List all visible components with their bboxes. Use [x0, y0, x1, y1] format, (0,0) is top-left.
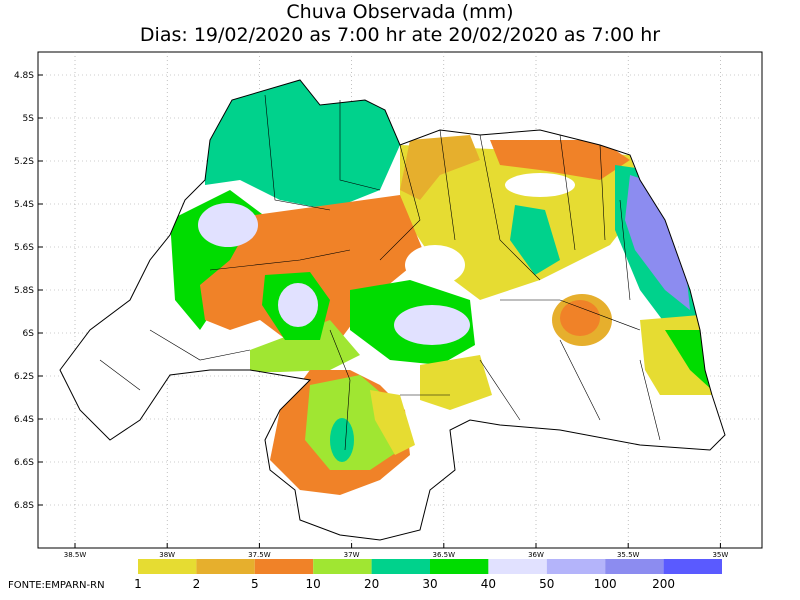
legend-label: 40 [481, 577, 496, 591]
lat-label: 4.8S [14, 71, 34, 81]
legend-swatch [663, 559, 722, 574]
lat-label: 5.4S [14, 200, 34, 210]
lat-label: 6.2S [14, 372, 34, 382]
legend-label: 10 [306, 577, 321, 591]
legend-label: 50 [539, 577, 554, 591]
legend-label: 20 [364, 577, 379, 591]
legend-swatch [196, 559, 255, 574]
legend-label: 5 [251, 577, 259, 591]
legend-swatch [605, 559, 664, 574]
lat-label: 6.8S [14, 501, 34, 511]
lon-label: 35.5W [617, 551, 640, 559]
rain-area [510, 205, 560, 275]
lat-label: 5.6S [14, 243, 34, 253]
rain-area [370, 390, 415, 455]
lat-label: 6.6S [14, 458, 34, 468]
legend-label: 100 [594, 577, 617, 591]
lon-label: 35W [712, 551, 728, 559]
title: Chuva Observada (mm) [286, 1, 513, 23]
lon-label: 38W [159, 551, 175, 559]
legend-label: 1 [134, 577, 142, 591]
rain-area [560, 300, 600, 336]
legend-swatch [371, 559, 430, 574]
rain-area [625, 175, 690, 310]
legend: 1 2 5 10 20 30 40 50 100 200 [134, 559, 722, 591]
rain-area [330, 418, 354, 462]
legend-label: 200 [652, 577, 675, 591]
lat-label: 5S [23, 114, 35, 124]
legend-label: 30 [422, 577, 437, 591]
lon-label: 38.5W [64, 551, 87, 559]
legend-label: 2 [193, 577, 201, 591]
legend-swatch [488, 559, 547, 574]
rain-area [394, 305, 470, 345]
source: FONTE:EMPARN-RN [8, 580, 105, 591]
lat-label: 6S [23, 329, 35, 339]
legend-swatch [313, 559, 372, 574]
lat-label: 5.8S [14, 286, 34, 296]
no-rain [405, 245, 465, 285]
rain-area [400, 135, 480, 200]
rain-area [250, 320, 360, 372]
lat-label: 6.4S [14, 415, 34, 425]
lat-label: 5.2S [14, 157, 34, 167]
subtitle: Dias: 19/02/2020 as 7:00 hr ate 20/02/20… [140, 24, 660, 46]
legend-swatch [138, 559, 197, 574]
rain-area [278, 283, 318, 327]
lon-label: 36.5W [433, 551, 456, 559]
legend-swatch [254, 559, 314, 574]
legend-swatch [430, 559, 489, 574]
rain-area [198, 203, 258, 247]
lon-label: 36W [528, 551, 544, 559]
rain-area [205, 80, 400, 210]
rain-area [420, 355, 492, 410]
lon-label: 37W [344, 551, 360, 559]
rain-area [665, 330, 712, 390]
no-rain [505, 173, 575, 197]
municipal-borders [99, 94, 661, 451]
rain-area [200, 195, 425, 350]
legend-swatch [546, 559, 606, 574]
rain-area [490, 140, 630, 180]
lon-label: 37.5W [248, 551, 271, 559]
